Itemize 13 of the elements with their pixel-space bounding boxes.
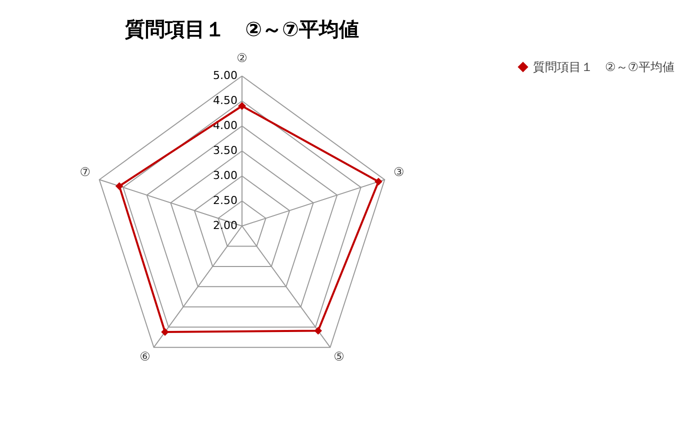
legend-label: 質問項目１ ②～⑦平均値	[533, 60, 675, 74]
spoke-label: ⑥	[140, 349, 150, 364]
y-tick-label: 5.00	[213, 69, 238, 82]
spoke-label: ⑤	[334, 349, 344, 364]
y-tick-label: 2.00	[213, 219, 238, 232]
y-tick-label: 2.50	[213, 194, 238, 207]
chart-title: 質問項目１ ②～⑦平均値	[124, 17, 359, 41]
y-tick-label: 3.50	[213, 144, 238, 157]
spoke-label: ③	[394, 165, 404, 180]
y-tick-label: 4.50	[213, 94, 238, 107]
spoke-label: ⑦	[80, 165, 90, 180]
y-tick-label: 3.00	[213, 169, 238, 182]
spoke-label: ②	[236, 51, 248, 65]
